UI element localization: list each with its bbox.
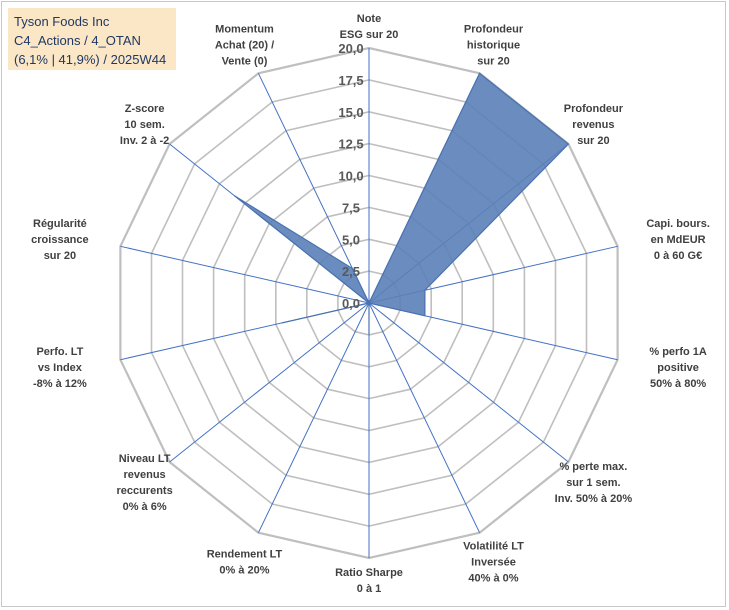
- axis-label-line: Perfo. LT: [36, 346, 83, 358]
- axis-label: Niveau LT revenus reccurents 0% à 6%: [116, 453, 172, 513]
- axis-label-line: 0% à 6%: [123, 501, 167, 513]
- axis-label-line: sur 20: [477, 55, 509, 67]
- axis-label-line: Inv. 2 à -2: [120, 135, 169, 147]
- tick-label: 5,0: [342, 232, 360, 247]
- axis-spoke: [257, 73, 370, 304]
- axis-label-line: 40% à 0%: [468, 573, 518, 585]
- axis-label-line: croissance: [31, 234, 88, 246]
- chart-title-box: Tyson Foods Inc C4_Actions / 4_OTAN (6,1…: [8, 8, 176, 70]
- axis-label-line: vs Index: [38, 362, 83, 374]
- radar-series: [234, 72, 570, 335]
- axis-label: Momentum Achat (20) / Vente (0): [215, 23, 274, 67]
- axis-label-line: Régularité: [33, 218, 87, 230]
- axis-label-line: -8% à 12%: [33, 378, 87, 390]
- axis-label-line: revenus: [123, 469, 165, 481]
- axis-label-line: Ratio Sharpe: [335, 567, 403, 579]
- tick-label: 17,5: [338, 73, 363, 88]
- axis-label-line: Volatilité LT: [463, 541, 524, 553]
- axis-label-line: % perte max.: [559, 461, 627, 473]
- axis-label: Ratio Sharpe 0 à 1: [335, 567, 403, 595]
- axis-label-line: positive: [657, 362, 699, 374]
- tick-label: 7,5: [342, 200, 360, 215]
- axis-label-line: ESG sur 20: [340, 29, 399, 41]
- axis-label-line: 50% à 80%: [650, 378, 706, 390]
- axis-spoke: [257, 302, 370, 533]
- axis-labels: Note ESG sur 20 Profondeur historique sur 20…: [31, 13, 710, 595]
- tick-label: 2,5: [342, 264, 360, 279]
- axis-label-line: sur 20: [44, 250, 76, 262]
- tick-label: 20,0: [338, 41, 363, 56]
- axis-spoke: [169, 302, 370, 463]
- radial-tick-labels: 0,0 2,5 5,0 7,5 10,0 12,5 15,0 17,5 20,0: [338, 41, 363, 311]
- axis-label-line: en MdEUR: [651, 234, 706, 246]
- axis-label-line: Niveau LT: [119, 453, 171, 465]
- axis-label-line: Note: [357, 13, 381, 25]
- axis-label-line: 0% à 20%: [219, 565, 269, 577]
- axis-label-line: Inversée: [471, 557, 516, 569]
- title-stats: (6,1% | 41,9%) / 2025W44: [14, 52, 167, 67]
- axis-label: Profondeur historique sur 20: [464, 23, 524, 67]
- tick-label: 15,0: [338, 105, 363, 120]
- axis-label: Volatilité LT Inversée 40% à 0%: [463, 541, 524, 585]
- axis-label-line: 0 à 1: [357, 583, 381, 595]
- axis-label: % perte max. sur 1 sem. Inv. 50% à 20%: [555, 461, 633, 505]
- axis-label-line: 0 à 60 G€: [654, 250, 702, 262]
- series-area: [234, 72, 570, 335]
- title-category: C4_Actions / 4_OTAN: [14, 33, 141, 48]
- axis-label-line: Profondeur: [564, 103, 624, 115]
- axis-label-line: 10 sem.: [124, 119, 164, 131]
- axis-label: Régularité croissance sur 20: [31, 218, 88, 262]
- axis-label-line: Momentum: [215, 23, 274, 35]
- axis-label-line: historique: [467, 39, 520, 51]
- axis-label: Capi. bours. en MdEUR 0 à 60 G€: [646, 218, 710, 262]
- axis-label: % perfo 1A positive 50% à 80%: [649, 346, 707, 390]
- axis-label-line: revenus: [572, 119, 614, 131]
- axis-label: Rendement LT 0% à 20%: [207, 549, 283, 577]
- axis-label-line: sur 1 sem.: [566, 477, 620, 489]
- axis-label: Profondeur revenus sur 20: [564, 103, 624, 147]
- tick-label: 10,0: [338, 169, 363, 184]
- axis-label-line: Rendement LT: [207, 549, 283, 561]
- axis-label-line: reccurents: [116, 485, 172, 497]
- axis-label: Z-score 10 sem. Inv. 2 à -2: [120, 103, 169, 147]
- axis-label-line: Vente (0): [222, 55, 268, 67]
- tick-label: 0,0: [342, 296, 360, 311]
- axis-label-line: Achat (20) /: [215, 39, 274, 51]
- axis-label-line: Profondeur: [464, 23, 524, 35]
- axis-label-line: Capi. bours.: [646, 218, 710, 230]
- axis-spoke: [368, 302, 481, 533]
- axis-label-line: sur 20: [577, 135, 609, 147]
- axis-label-line: Z-score: [125, 103, 165, 115]
- axis-label-line: Inv. 50% à 20%: [555, 493, 633, 505]
- title-company: Tyson Foods Inc: [14, 14, 110, 29]
- axis-label: Note ESG sur 20: [340, 13, 399, 41]
- axis-label: Perfo. LT vs Index -8% à 12%: [33, 346, 87, 390]
- axis-spoke: [120, 245, 370, 304]
- axis-spoke: [368, 302, 569, 463]
- tick-label: 12,5: [338, 137, 363, 152]
- axis-label-line: % perfo 1A: [649, 346, 707, 358]
